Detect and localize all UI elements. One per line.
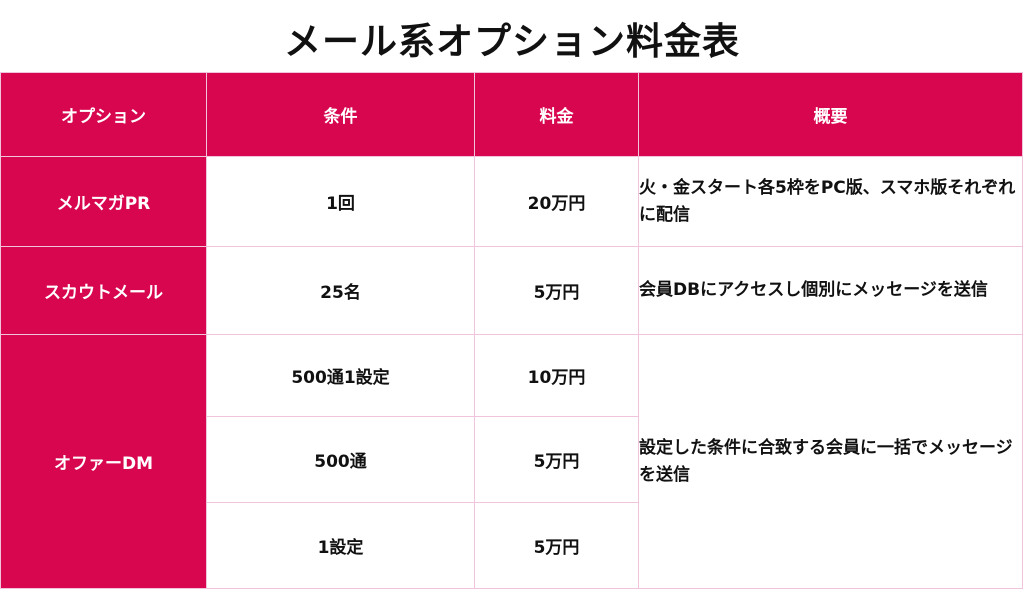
- condition-cell: 25名: [206, 246, 475, 335]
- header-condition: 条件: [206, 72, 475, 157]
- price-cell: 5万円: [474, 502, 639, 589]
- condition-cell: 500通1設定: [206, 334, 475, 417]
- option-name: メルマガPR: [0, 156, 207, 247]
- condition-cell: 1設定: [206, 502, 475, 589]
- table-row: メルマガPR 1回 20万円 火・金スタート各5枠をPC版、スマホ版それぞれに配…: [0, 156, 1023, 247]
- summary-cell: 会員DBにアクセスし個別にメッセージを送信: [638, 246, 1023, 335]
- price-cell: 10万円: [474, 334, 639, 417]
- condition-cell: 1回: [206, 156, 475, 247]
- price-cell: 20万円: [474, 156, 639, 247]
- table-header-row: オプション 条件 料金 概要: [0, 72, 1023, 157]
- option-name: スカウトメール: [0, 246, 207, 335]
- table-row: 500通 5万円: [1, 416, 1023, 503]
- summary-cell: 火・金スタート各5枠をPC版、スマホ版それぞれに配信: [638, 156, 1023, 247]
- option-name: オファーDM: [0, 334, 207, 589]
- table-row: スカウトメール 25名 5万円 会員DBにアクセスし個別にメッセージを送信: [0, 246, 1023, 335]
- table-row: 1設定 5万円: [1, 502, 1023, 589]
- pricing-table: オプション 条件 料金 概要 メルマガPR 1回 20万円 火・金スタート各5枠…: [0, 72, 1023, 589]
- page-title: メール系オプション料金表: [284, 20, 740, 63]
- table-row: オファーDM 500通1設定 10万円 設定した条件に合致する会員に一括でメッセ…: [0, 334, 1023, 589]
- header-summary: 概要: [638, 72, 1023, 157]
- price-cell: 5万円: [474, 246, 639, 335]
- price-cell: 5万円: [474, 416, 639, 503]
- summary-cell: 設定した条件に合致する会員に一括でメッセージを送信: [638, 334, 1023, 589]
- header-price: 料金: [474, 72, 639, 157]
- condition-cell: 500通: [206, 416, 475, 503]
- header-option: オプション: [0, 72, 207, 157]
